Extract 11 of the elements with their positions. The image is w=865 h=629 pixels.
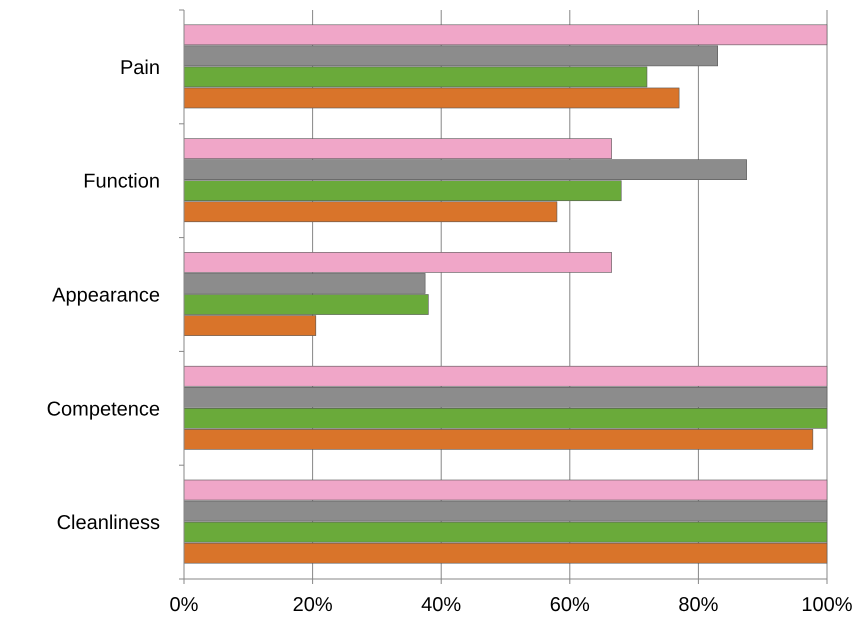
x-tick-label: 80% (678, 594, 719, 616)
y-tick-label: Pain (120, 56, 160, 79)
x-tick-label: 100% (801, 594, 853, 616)
x-tick-label: 40% (421, 594, 462, 616)
x-tick-label: 0% (170, 594, 199, 616)
x-tick-label: 20% (292, 594, 333, 616)
y-tick-label: Cleanliness (56, 512, 160, 534)
y-tick-label: Function (83, 170, 160, 193)
y-tick-label: Competence (46, 398, 160, 420)
x-tick-label: 60% (550, 594, 590, 616)
y-tick-label: Appearance (52, 284, 160, 306)
